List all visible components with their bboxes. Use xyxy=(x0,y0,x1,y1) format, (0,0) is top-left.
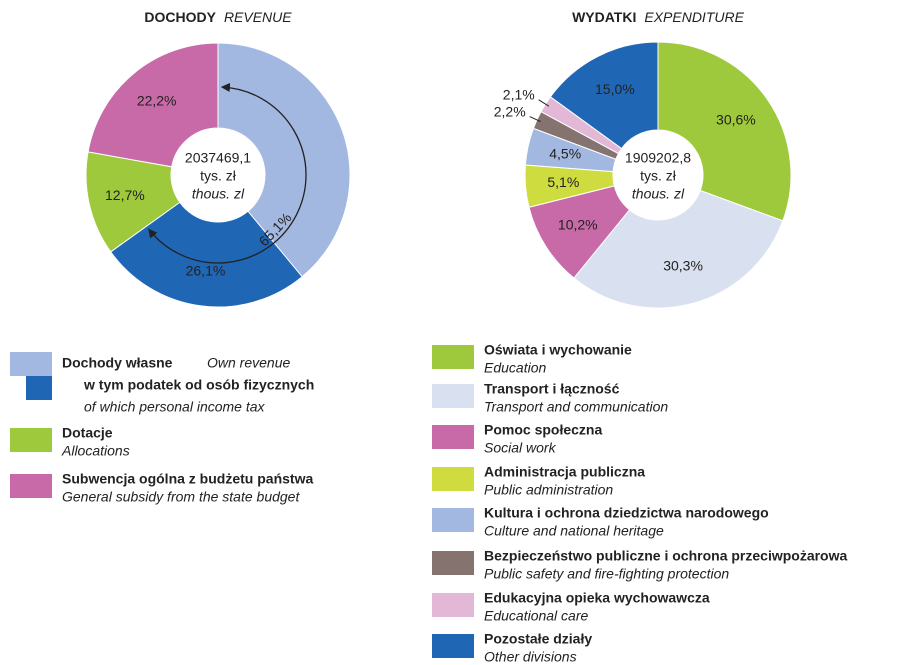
legend-swatch xyxy=(432,551,474,575)
legend-label: Bezpieczeństwo publiczne i ochrona przec… xyxy=(484,548,848,564)
legend-swatch xyxy=(26,376,52,400)
legend-label: Pomoc społeczna xyxy=(484,422,602,438)
legend-label-en: Education xyxy=(484,360,546,376)
legend-swatch xyxy=(432,593,474,617)
legend-swatch xyxy=(10,352,52,376)
legend-swatch xyxy=(432,508,474,532)
legend-label: w tym podatek od osób fizycznych xyxy=(83,377,314,393)
span-arrow xyxy=(148,82,307,264)
legend-label: Kultura i ochrona dziedzictwa narodowego xyxy=(484,505,769,521)
legend-label: Dotacje xyxy=(62,425,113,441)
legend-label: Edukacyjna opieka wychowawcza xyxy=(484,590,710,606)
legend-label: Oświata i wychowanie xyxy=(484,342,632,358)
legend-swatch xyxy=(432,384,474,408)
legend-swatch xyxy=(432,634,474,658)
legend-swatch xyxy=(432,425,474,449)
leader-line xyxy=(529,116,541,123)
legend-label-en: of which personal income tax xyxy=(84,399,266,415)
legend-label-en: Educational care xyxy=(484,608,589,624)
value-label: 4,5% xyxy=(549,145,581,161)
chart-title: DOCHODY REVENUE xyxy=(144,9,292,25)
leader-line xyxy=(538,99,550,107)
legend-label: Dochody własne xyxy=(62,355,173,371)
value-label: 10,2% xyxy=(558,217,598,233)
value-label: 30,3% xyxy=(663,257,703,273)
value-label: 5,1% xyxy=(547,174,579,190)
chart-title: WYDATKI EXPENDITURE xyxy=(572,9,745,25)
pie-slice xyxy=(549,41,659,150)
value-label: 2,1% xyxy=(503,87,535,103)
legend-label-en: Public safety and fire-fighting protecti… xyxy=(484,566,729,582)
legend-label-en: Public administration xyxy=(484,482,613,498)
legend-label: Pozostałe działy xyxy=(484,631,592,647)
value-label: 30,6% xyxy=(716,111,756,127)
value-label: 2,2% xyxy=(494,103,526,119)
center-unit-en: thous. zl xyxy=(632,186,685,202)
title-en: EXPENDITURE xyxy=(644,9,744,25)
center-total: 2037469,1 xyxy=(185,150,251,166)
legend-swatch xyxy=(10,474,52,498)
legend-swatch xyxy=(432,345,474,369)
value-label: 26,1% xyxy=(186,262,226,278)
legend-swatch xyxy=(10,428,52,452)
title: DOCHODY xyxy=(144,9,216,25)
legend-label-en: Social work xyxy=(484,440,557,456)
value-label: 12,7% xyxy=(105,187,145,203)
legend-label-en: Own revenue xyxy=(207,355,290,371)
legend-label-en: Transport and communication xyxy=(484,399,668,415)
pie-slice xyxy=(657,41,792,222)
legend-label-en: General subsidy from the state budget xyxy=(62,489,300,505)
legend-label: Transport i łączność xyxy=(484,381,620,397)
value-label: 22,2% xyxy=(137,93,177,109)
title: WYDATKI xyxy=(572,9,636,25)
title-en: REVENUE xyxy=(224,9,292,25)
legend-label: Administracja publiczna xyxy=(484,464,645,480)
legend-swatch xyxy=(432,467,474,491)
legend-label-en: Other divisions xyxy=(484,649,577,665)
center-unit: tys. zł xyxy=(200,168,237,184)
center-unit-en: thous. zl xyxy=(192,186,245,202)
center-total: 1909202,8 xyxy=(625,150,691,166)
legend-label-en: Culture and national heritage xyxy=(484,523,664,539)
pie-slice xyxy=(573,189,784,309)
center-unit: tys. zł xyxy=(640,168,677,184)
value-label: 15,0% xyxy=(595,81,635,97)
legend-label: Subwencja ogólna z budżetu państwa xyxy=(62,471,313,487)
legend-label-en: Allocations xyxy=(61,443,130,459)
